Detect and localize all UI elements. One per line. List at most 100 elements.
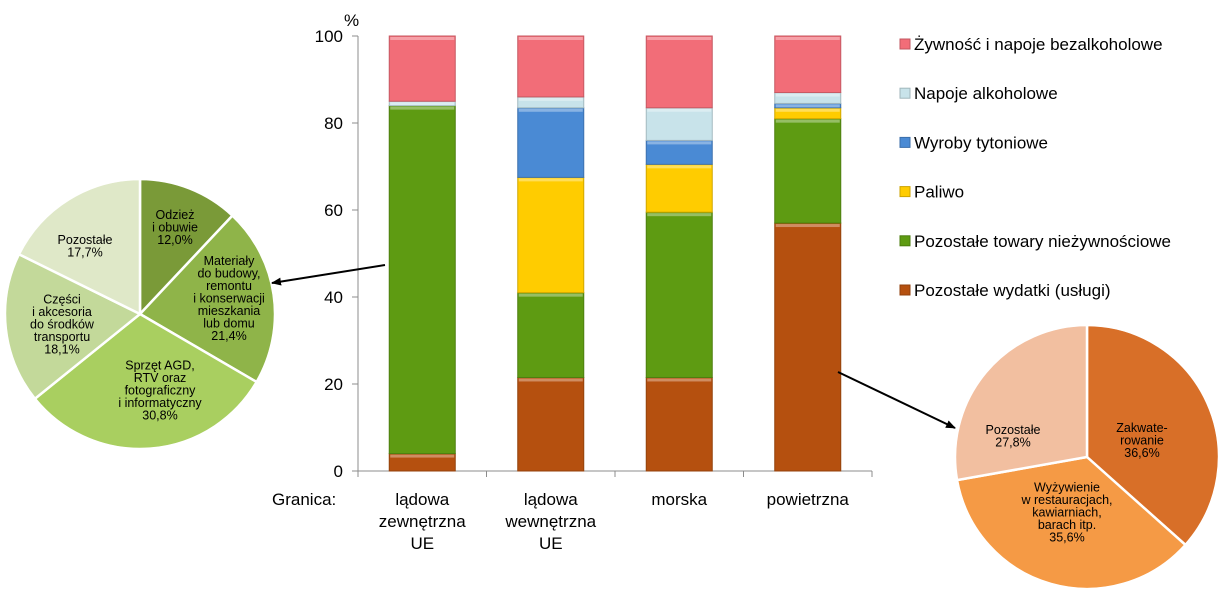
x-category-label: lądowa	[524, 490, 578, 509]
x-category-label: morska	[651, 490, 707, 509]
bar-segment-highlight	[775, 93, 840, 97]
y-tick-label: 0	[334, 462, 343, 481]
bar-segment-pozostale-towary-niezywnosciowe	[388, 105, 456, 455]
pie-slice-label: i obuwie	[152, 220, 198, 234]
bar-segment-highlight	[647, 108, 712, 112]
legend-label: Paliwo	[914, 183, 964, 202]
bar-segment-wyroby-tytoniowe	[517, 107, 585, 178]
legend-label: Napoje alkoholowe	[914, 84, 1058, 103]
pie-slice-label: fotograficzny	[125, 383, 197, 397]
pie-slice-label: mieszkania	[198, 304, 261, 318]
pie-slice-label: Zakwate-	[1116, 421, 1167, 435]
bar-segment-zywnosc-i-napoje-bezalkoholowe	[645, 35, 713, 109]
pie-slice-label: i akcesoria	[32, 305, 92, 319]
x-category-label: powietrzna	[767, 490, 850, 509]
bar-segment-highlight	[518, 37, 583, 40]
pie-slice-label: 18,1%	[44, 342, 79, 356]
y-tick-label: 80	[324, 114, 343, 133]
legend-label: Pozostałe towary nieżywnościowe	[914, 232, 1171, 251]
bar-segment-highlight	[390, 37, 455, 40]
bar-segment-highlight	[518, 97, 583, 101]
legend: Żywność i napoje bezalkoholowe Napoje alk…	[899, 35, 1171, 300]
connector-arrows	[271, 264, 956, 429]
x-category-label: lądowa	[395, 490, 449, 509]
bar-segment-highlight	[390, 102, 455, 106]
bar-segment-pozostale-towary-niezywnosciowe	[517, 292, 585, 378]
pie-slice-label: 27,8%	[995, 436, 1030, 450]
legend-swatch	[899, 284, 911, 296]
bar-segment-highlight	[518, 178, 583, 182]
pie-slice-label: Odzież	[156, 208, 195, 222]
arrow-to-right-pie	[837, 371, 956, 429]
pie-outline	[954, 324, 1219, 590]
pie-slice-label: 12,0%	[157, 233, 192, 247]
bar-segment-highlight	[390, 106, 455, 110]
pie-slice-label: barach itp.	[1038, 518, 1096, 532]
pie-outline	[4, 178, 276, 450]
pie-slice	[953, 323, 1089, 482]
pie-slice-label: 17,7%	[67, 246, 102, 260]
legend-label: Pozostałe wydatki (usługi)	[914, 281, 1111, 300]
pie-slice-label: i informatyczny	[118, 396, 202, 410]
legend-swatch	[899, 136, 911, 148]
legend-label: Żywność i napoje bezalkoholowe	[914, 35, 1163, 54]
pie-slice-label: Części	[43, 292, 81, 306]
y-tick-label: 100	[315, 27, 343, 46]
pie-slice-label: Sprzęt AGD,	[125, 358, 194, 372]
bar-segment-highlight	[775, 37, 840, 40]
pie-slice-label: Pozostałe	[58, 233, 113, 247]
bar-segment-highlight	[647, 37, 712, 40]
x-category-label: UE	[539, 534, 563, 553]
pie-slice-label: kawiarniach,	[1032, 505, 1101, 519]
stacked-bar-chart: 0 20 40 60 80 100% Granica: lądowa zewnętrzna UE l…	[272, 11, 873, 553]
bar-segment-highlight	[647, 378, 712, 382]
x-category-label: zewnętrzna	[379, 512, 466, 531]
pie-slice-label: i konserwacji	[193, 291, 265, 305]
pie-slice-label: remontu	[206, 279, 252, 293]
pie-slice-label: Pozostałe	[986, 423, 1041, 437]
bar-segment-highlight	[775, 224, 840, 228]
pie-slice-label: w restauracjach,	[1020, 493, 1112, 507]
bar-segment-paliwo	[517, 176, 585, 294]
bar-segment-highlight	[518, 378, 583, 382]
bar-segment-zywnosc-i-napoje-bezalkoholowe	[774, 35, 842, 94]
bar-segment-pozostale-towary-niezywnosciowe	[774, 118, 842, 224]
bar-segment-paliwo	[645, 163, 713, 213]
bar-segment-highlight	[390, 454, 455, 458]
bar-segment-highlight	[647, 213, 712, 217]
bar-segment-highlight	[775, 119, 840, 123]
pie-slice-label: 21,4%	[211, 329, 246, 343]
bar-segment-pozostale-wydatki-uslugi	[774, 222, 842, 472]
pie-slice-label: 36,6%	[1124, 446, 1159, 460]
bar-segment-pozostale-towary-niezywnosciowe	[645, 211, 713, 378]
legend-label: Wyroby tytoniowe	[914, 133, 1048, 152]
bar-segment-highlight	[775, 104, 840, 108]
legend-swatch	[899, 87, 911, 99]
x-axis-title: Granica:	[272, 490, 336, 509]
legend-swatch	[899, 186, 911, 198]
y-axis-label: %	[344, 11, 359, 30]
bar-segment-pozostale-wydatki-uslugi	[645, 376, 713, 472]
pie-slice-label: 35,6%	[1049, 530, 1084, 544]
pie-slice-label: Wyżywienie	[1034, 480, 1100, 494]
x-category-label: wewnętrzna	[504, 512, 596, 531]
pie-slice-label: Materiały	[204, 254, 255, 268]
bar-segment-highlight	[518, 108, 583, 112]
arrow-to-left-pie	[271, 264, 386, 286]
y-tick-label: 20	[324, 375, 343, 394]
bar-segment-napoje-alkoholowe	[645, 107, 713, 141]
bar-segment-highlight	[775, 108, 840, 112]
y-tick-label: 60	[324, 201, 343, 220]
legend-swatch	[899, 38, 911, 50]
bar-segment-highlight	[647, 165, 712, 169]
pie-slice-label: lub domu	[203, 316, 254, 330]
pie-slice-label: rowanie	[1120, 433, 1164, 447]
pie-slice-label: 30,8%	[142, 408, 177, 422]
legend-swatch	[899, 235, 911, 247]
x-category-label: UE	[410, 534, 434, 553]
bar-segment-highlight	[518, 293, 583, 297]
pie-slice-label: RTV oraz	[134, 371, 187, 385]
bar-segment-pozostale-wydatki-uslugi	[517, 376, 585, 472]
